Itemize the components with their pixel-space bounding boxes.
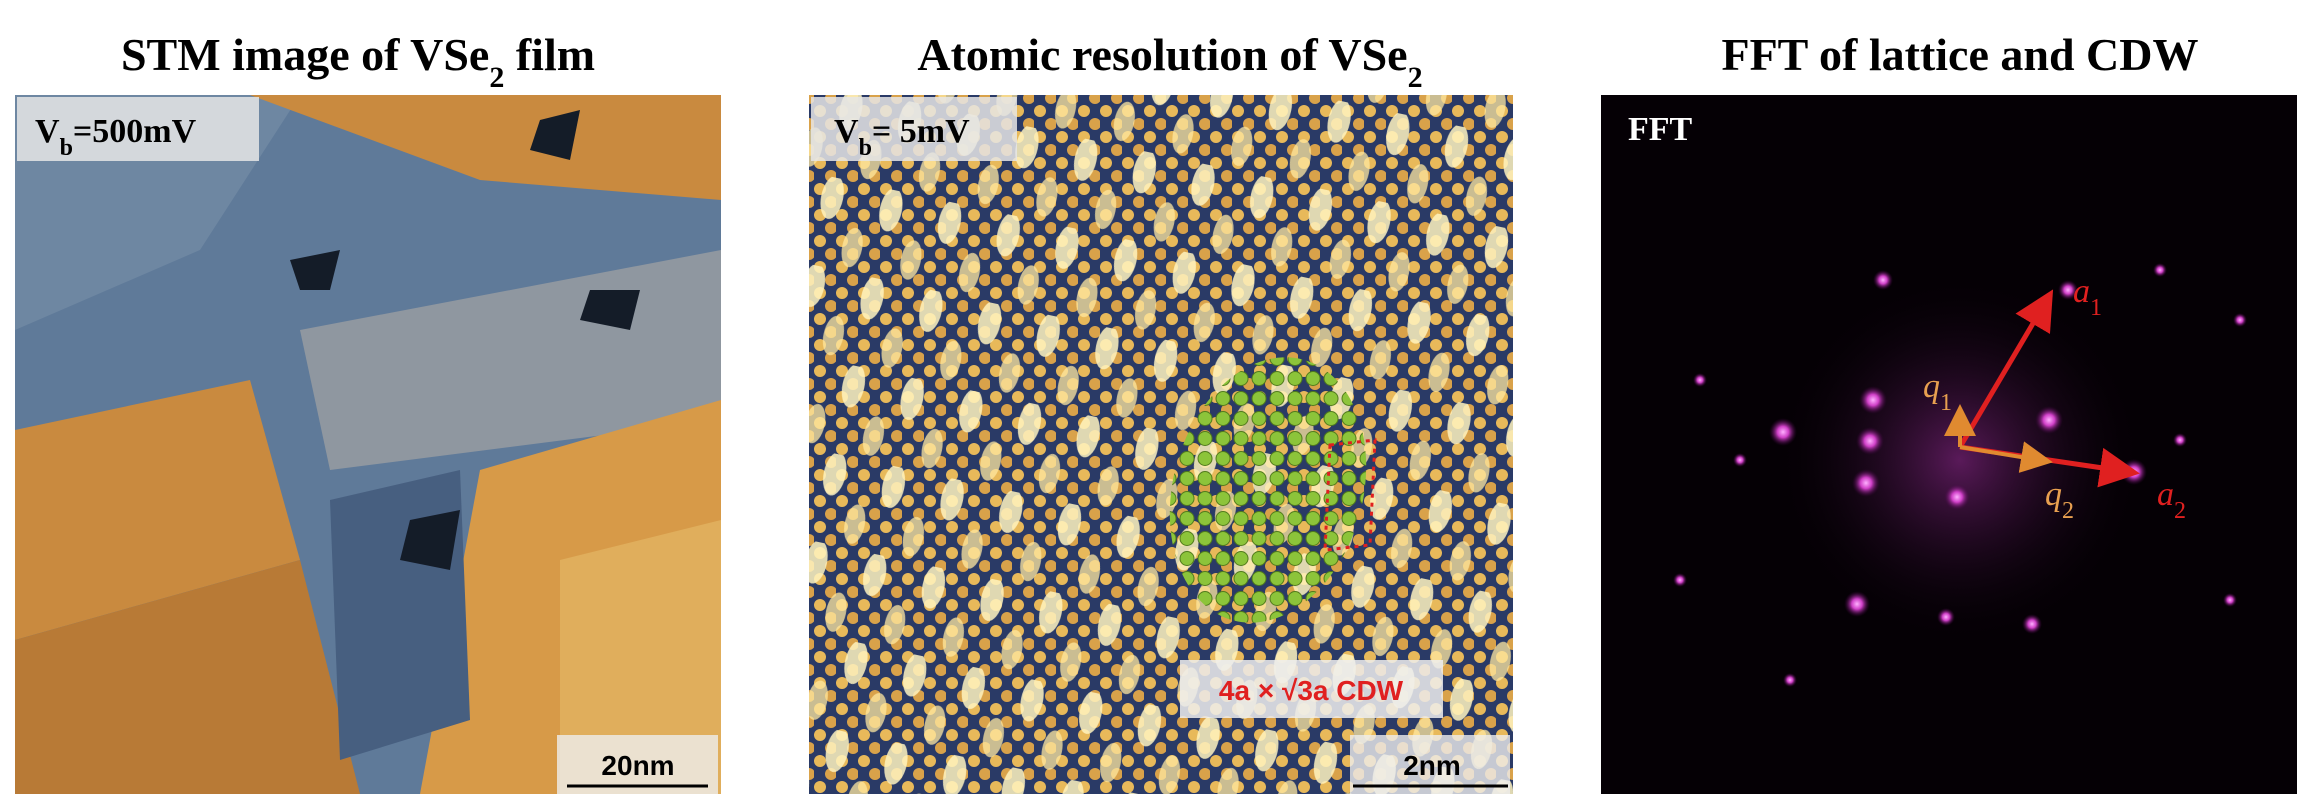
- stm-image: [15, 95, 721, 794]
- panel-title: FFT of lattice and CDW: [1721, 29, 2198, 80]
- panel-title: Atomic resolution of VSe2: [917, 29, 1422, 94]
- fft-label: FFT: [1628, 111, 1693, 148]
- fft-halo: [1770, 270, 2150, 650]
- panel-title: STM image of VSe2 film: [121, 29, 595, 94]
- scale-bar-label: 20nm: [601, 750, 674, 781]
- figure: STM image of VSe2 film Vb=500mV 20nm Ato…: [0, 0, 2297, 796]
- scale-bar-label: 2nm: [1403, 750, 1461, 781]
- cdw-annotation: 4a × √3a CDW: [1219, 675, 1404, 706]
